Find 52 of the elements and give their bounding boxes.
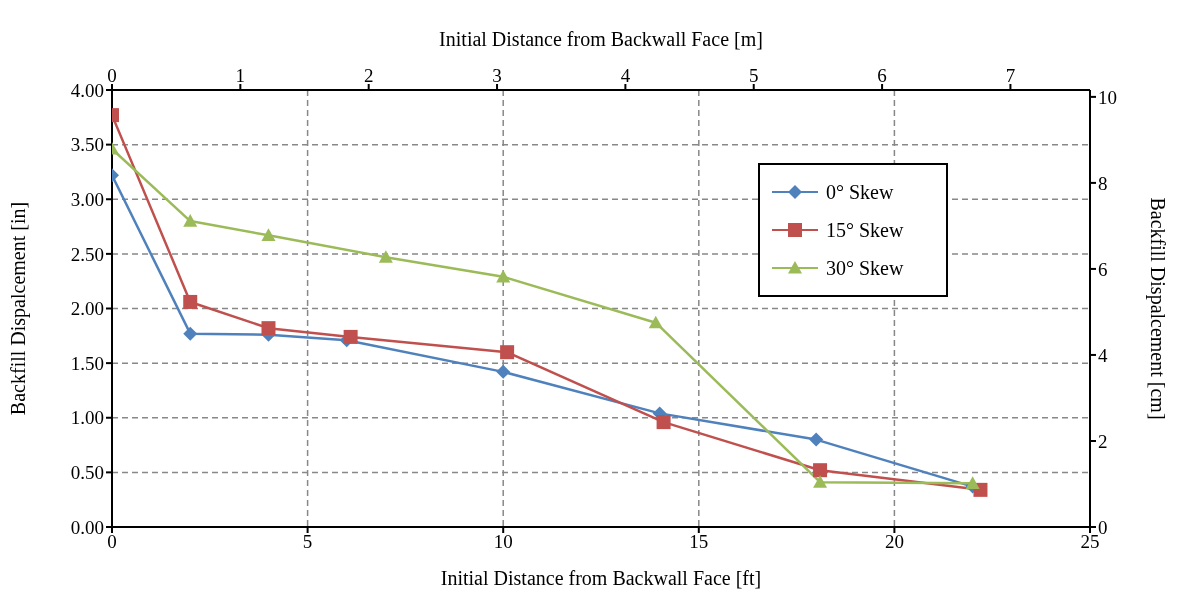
y2-tick-label: 2	[1098, 430, 1108, 452]
y-tick-label: 1.00	[70, 407, 104, 429]
point	[496, 269, 511, 283]
x2-tick-label: 6	[877, 65, 887, 86]
y-tick-label: 3.50	[70, 134, 104, 156]
point	[813, 475, 828, 488]
point	[496, 364, 511, 379]
y2-tick-label: 10	[1098, 86, 1117, 108]
y2-tick-label: 0	[1098, 516, 1108, 538]
x2-tick-label: 0	[107, 65, 117, 86]
y2-tick-label: 8	[1098, 172, 1108, 194]
y-tick-label: 0.00	[70, 516, 104, 538]
point	[648, 315, 663, 329]
x-tick-label: 20	[884, 531, 904, 553]
point	[261, 228, 276, 241]
point	[656, 415, 671, 430]
x-tick-label: 5	[302, 531, 313, 553]
point	[965, 476, 980, 489]
y2-tick-label: 6	[1098, 258, 1108, 280]
point	[183, 214, 198, 227]
legend-label: 15° Skew	[826, 218, 904, 242]
x2-tick-label: 5	[748, 65, 759, 86]
x-tick-label: 10	[493, 531, 513, 553]
x2-tick-label: 2	[363, 65, 374, 86]
point	[183, 326, 198, 341]
y-tick-label: 3.00	[70, 188, 104, 210]
legend-label: 30° Skew	[826, 256, 904, 280]
x-tick-label: 25	[1080, 531, 1100, 553]
point	[378, 250, 393, 263]
point	[261, 321, 276, 336]
x2-axis-title: Initial Distance from Backwall Face [m]	[439, 28, 763, 51]
y-tick-label: 4.00	[70, 79, 104, 101]
y2-axis-title: Backfill Dispalcement [cm]	[1145, 197, 1169, 420]
point	[343, 329, 358, 344]
y-tick-label: 2.00	[70, 298, 104, 320]
point	[813, 463, 828, 478]
x2-tick-label: 1	[235, 65, 246, 86]
y-axis-title: Backfill Dispalcement [in]	[7, 201, 31, 416]
y-tick-label: 0.50	[70, 462, 104, 484]
point	[809, 432, 824, 447]
x-tick-label: 15	[689, 531, 709, 553]
y-tick-label: 2.50	[70, 243, 104, 265]
x2-tick-label: 4	[620, 65, 631, 86]
x-axis-title: Initial Distance from Backwall Face [ft]	[440, 567, 762, 589]
x2-tick-label: 7	[1005, 65, 1016, 86]
legend-label: 0° Skew	[826, 180, 894, 204]
point	[183, 294, 198, 309]
x-tick-label: 0	[107, 531, 117, 553]
y-tick-label: 1.50	[70, 352, 104, 374]
y2-tick-label: 4	[1098, 344, 1108, 366]
point	[500, 345, 515, 360]
x2-tick-label: 3	[492, 65, 502, 86]
